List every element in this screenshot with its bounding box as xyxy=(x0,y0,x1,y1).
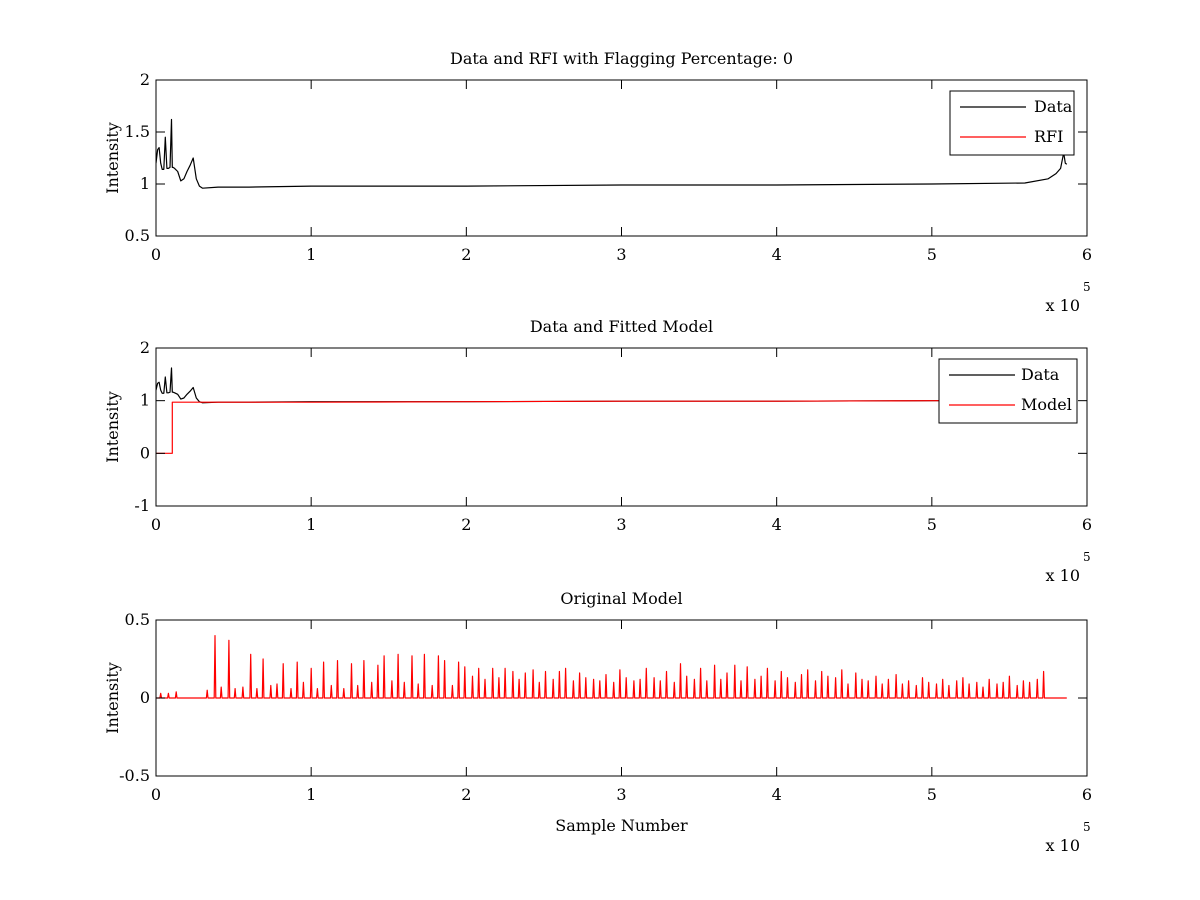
series-line-data xyxy=(156,118,1068,189)
x-tick-label: 3 xyxy=(616,245,626,264)
x-tick-label: 2 xyxy=(461,785,471,804)
x-multiplier: x 10 xyxy=(1046,296,1080,315)
x-tick-label: 5 xyxy=(927,785,937,804)
plot-area xyxy=(156,118,1068,189)
x-tick-label: 5 xyxy=(927,245,937,264)
legend-label-data: Data xyxy=(1034,97,1073,116)
series-line-model xyxy=(156,400,1067,454)
y-tick-label: 0 xyxy=(140,443,150,462)
y-tick-label: 0.5 xyxy=(125,226,150,245)
x-tick-label: 6 xyxy=(1082,785,1092,804)
x-multiplier-exponent: 5 xyxy=(1083,280,1091,294)
panel-1: 0 1 2 3 4 5 6 0.5 1 1.5 2 Data and RFI with Flaggin… xyxy=(103,49,1092,315)
chart-title: Data and RFI with Flagging Percentage: 0 xyxy=(450,49,793,68)
legend-box xyxy=(949,90,1075,156)
legend-label-rfi: RFI xyxy=(1034,127,1063,146)
x-tick-label: 0 xyxy=(151,515,161,534)
x-tick-label: 0 xyxy=(151,245,161,264)
y-tick-label: -0.5 xyxy=(119,766,150,785)
x-tick-label: 2 xyxy=(461,515,471,534)
y-tick-label: 0.5 xyxy=(125,610,150,629)
y-axis-label: Intensity xyxy=(103,122,122,194)
x-tick-label: 2 xyxy=(461,245,471,264)
plot-area xyxy=(156,635,1067,699)
y-tick-label: 0 xyxy=(140,688,150,707)
y-axis-label: Intensity xyxy=(103,391,122,463)
y-axis-label: Intensity xyxy=(103,662,122,734)
chart-title: Data and Fitted Model xyxy=(530,317,713,336)
x-tick-label: 3 xyxy=(616,515,626,534)
legend-label-data: Data xyxy=(1021,365,1060,384)
y-tick-label: 1 xyxy=(140,174,150,193)
legend-box xyxy=(938,358,1078,424)
x-tick-label: 1 xyxy=(306,245,316,264)
x-tick-label: 4 xyxy=(772,785,782,804)
x-tick-label: 6 xyxy=(1082,245,1092,264)
x-multiplier: x 10 xyxy=(1046,836,1080,855)
x-tick-label: 1 xyxy=(306,785,316,804)
x-tick-label: 3 xyxy=(616,785,626,804)
y-tick-label: 2 xyxy=(140,338,150,357)
series-line-model xyxy=(156,635,1067,699)
x-tick-label: 5 xyxy=(927,515,937,534)
legend: Data Model xyxy=(938,358,1078,424)
x-axis-label: Sample Number xyxy=(555,816,688,835)
x-tick-label: 6 xyxy=(1082,515,1092,534)
x-multiplier-exponent: 5 xyxy=(1083,820,1091,834)
x-multiplier: x 10 xyxy=(1046,566,1080,585)
legend-label-model: Model xyxy=(1021,395,1072,414)
chart-title: Original Model xyxy=(560,589,682,608)
panels: 0 1 2 3 4 5 6 0.5 1 1.5 2 Data and RFI with Flaggin… xyxy=(103,49,1092,855)
x-multiplier-exponent: 5 xyxy=(1083,550,1091,564)
y-tick-label: 1.5 xyxy=(125,122,150,141)
x-tick-label: 4 xyxy=(772,245,782,264)
x-tick-label: 4 xyxy=(772,515,782,534)
y-tick-label: -1 xyxy=(134,496,150,515)
y-tick-label: 2 xyxy=(140,70,150,89)
legend: Data RFI xyxy=(949,90,1075,156)
y-tick-label: 1 xyxy=(140,391,150,410)
x-tick-label: 0 xyxy=(151,785,161,804)
x-tick-label: 1 xyxy=(306,515,316,534)
